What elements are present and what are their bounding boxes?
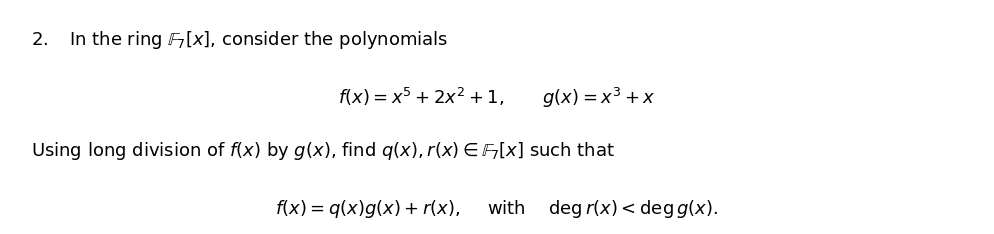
Text: $f(x) = q(x)g(x) + r(x),\quad$ with $\quad\deg r(x) < \deg g(x).$: $f(x) = q(x)g(x) + r(x),\quad$ with $\qu… — [275, 198, 719, 220]
Text: $2.\quad$In the ring $\mathbb{F}_7[x]$, consider the polynomials: $2.\quad$In the ring $\mathbb{F}_7[x]$, … — [31, 29, 448, 51]
Text: $f(x) = x^5 + 2x^2 + 1, \qquad g(x) = x^3 + x$: $f(x) = x^5 + 2x^2 + 1, \qquad g(x) = x^… — [338, 86, 656, 110]
Text: Using long division of $f(x)$ by $g(x)$, find $q(x), r(x) \in \mathbb{F}_7[x]$ s: Using long division of $f(x)$ by $g(x)$,… — [31, 140, 615, 162]
